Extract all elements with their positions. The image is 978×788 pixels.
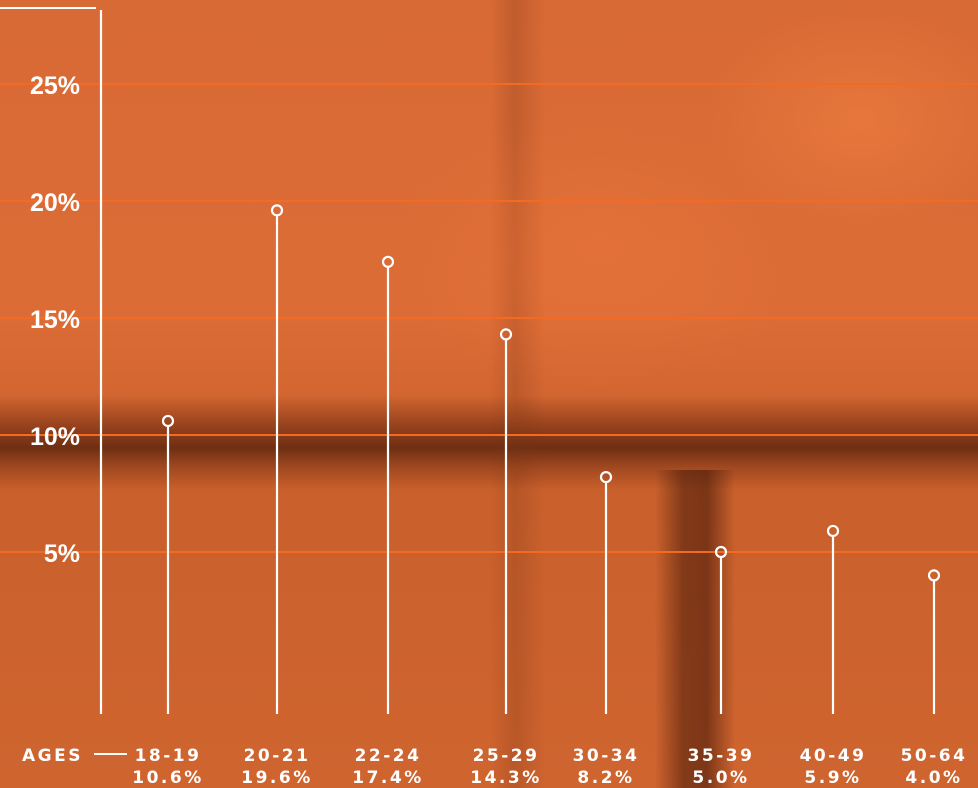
x-axis-title: AGES [22,746,83,766]
data-point-20-21 [270,204,284,217]
y-tick-label: 15% [30,306,80,334]
x-category-label: 30-34 [573,746,640,766]
x-category-label: 40-49 [800,746,867,766]
data-point-40-49 [826,524,840,538]
y-tick-label: 20% [30,189,80,217]
data-marks [161,204,941,714]
x-category-label: 50-64 [901,746,968,766]
data-value-label: 5.9% [804,768,861,788]
top-accent-line [0,7,96,9]
y-tick-label: 25% [30,72,80,100]
x-category-label: 22-24 [355,746,422,766]
data-point-35-39 [714,545,728,559]
data-point-50-64 [927,569,941,582]
data-value-label: 5.0% [692,768,749,788]
y-tick-label: 5% [44,540,80,568]
x-category-label: 25-29 [473,746,540,766]
data-point-18-19 [161,414,175,428]
data-value-label: 8.2% [577,768,634,788]
data-value-label: 4.0% [905,768,962,788]
x-category-label: 18-19 [135,746,202,766]
y-axis-tick-labels: 5% 10% 15% 20% 25% [30,72,80,568]
x-category-label: 20-21 [244,746,311,766]
x-category-label: 35-39 [688,746,755,766]
data-point-30-34 [599,471,613,484]
data-value-label: 17.4% [352,768,423,788]
y-tick-label: 10% [30,423,80,451]
grid-lines [0,83,978,553]
data-value-label: 14.3% [470,768,541,788]
data-value-label: 19.6% [241,768,312,788]
data-value-label: 10.6% [132,768,203,788]
data-point-25-29 [499,328,513,341]
data-point-22-24 [381,255,395,268]
